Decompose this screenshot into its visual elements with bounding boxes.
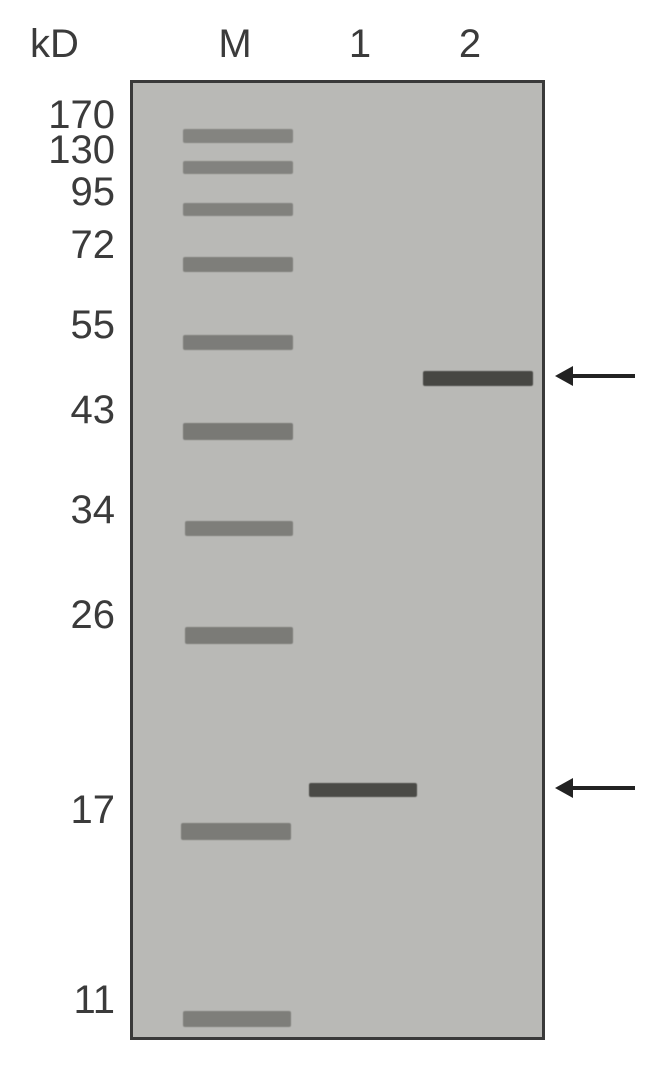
gel-band <box>183 257 293 272</box>
lane-header: M <box>205 22 265 67</box>
mw-label: 130 <box>0 128 115 173</box>
mw-label: 72 <box>0 223 115 268</box>
mw-label: 26 <box>0 593 115 638</box>
mw-label: 43 <box>0 388 115 433</box>
gel-band <box>183 335 293 350</box>
lane-header: 2 <box>440 22 500 67</box>
arrow-shaft <box>573 786 635 790</box>
gel-band <box>183 161 293 174</box>
mw-label: 34 <box>0 488 115 533</box>
gel-membrane <box>130 80 545 1040</box>
gel-band <box>183 1011 291 1027</box>
arrow-shaft <box>573 374 635 378</box>
western-blot-figure: kD M12 1701309572554334261711 <box>0 0 650 1065</box>
gel-band <box>183 423 293 440</box>
lane-header: 1 <box>330 22 390 67</box>
gel-band <box>181 823 291 840</box>
axis-unit-label: kD <box>30 22 79 67</box>
arrow-head-icon <box>555 366 573 386</box>
mw-label: 11 <box>0 978 115 1023</box>
gel-band <box>183 203 293 216</box>
mw-label: 17 <box>0 788 115 833</box>
arrow-head-icon <box>555 778 573 798</box>
gel-band <box>423 371 533 386</box>
gel-band <box>185 521 293 536</box>
gel-band <box>183 129 293 143</box>
mw-label: 95 <box>0 170 115 215</box>
gel-band <box>185 627 293 644</box>
gel-band <box>309 783 417 797</box>
mw-label: 55 <box>0 303 115 348</box>
